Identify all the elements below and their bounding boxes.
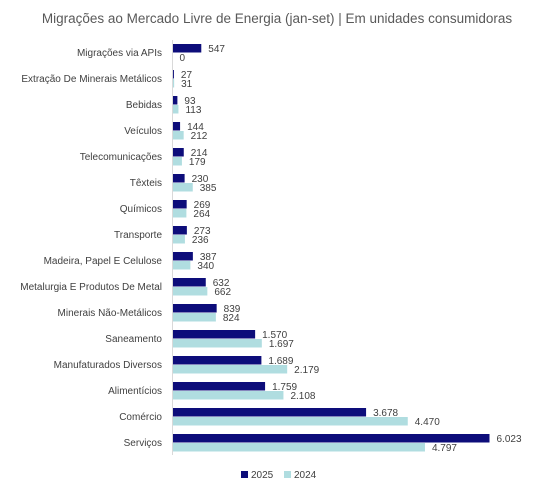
category-label: Serviços [124,438,162,449]
bar-2025 [172,174,185,183]
data-label: 6.023 [497,434,522,445]
bar-2024 [172,183,193,192]
bar-2024 [172,313,216,322]
data-label: 4.470 [415,417,440,428]
category-label: Migrações via APIs [77,48,162,59]
category-label: Minerais Não-Metálicos [58,308,162,319]
data-label: 27 [181,70,193,81]
bar-2024 [172,391,284,400]
bar-2025 [172,200,187,209]
category-label: Alimentícios [108,386,162,397]
data-label: 113 [185,105,201,116]
bar-2025 [172,330,256,339]
data-label: 824 [223,313,240,324]
category-label: Madeira, Papel E Celulose [44,256,163,267]
bar-2025 [172,382,266,391]
bar-2024 [172,79,175,88]
bar-2024 [172,157,182,166]
data-label: 179 [189,157,206,168]
data-label: 662 [214,287,231,298]
bar-2025 [172,356,262,365]
plot-area: Migrações via APIs 547 0 Extração De Minera… [20,44,522,454]
chart-title: Migrações ao Mercado Livre de Energia (j… [42,11,512,26]
legend-label: 2024 [294,470,317,481]
data-label: 839 [224,304,241,315]
bar-2025 [172,252,193,261]
data-label: 385 [200,183,217,194]
bar-2024 [172,339,262,348]
legend-swatch [241,471,248,478]
data-label: 632 [213,278,230,289]
data-label: 144 [187,122,204,133]
bar-2024 [172,365,288,374]
legend-swatch [284,471,291,478]
data-label: 387 [200,252,217,263]
data-label: 214 [191,148,208,159]
data-label: 230 [192,174,209,185]
data-label: 236 [192,235,209,246]
data-label: 0 [180,53,186,64]
bar-2024 [172,235,185,244]
data-label: 31 [181,79,193,90]
bar-2025 [172,278,206,287]
bar-2025 [172,148,184,157]
category-label: Metalurgia E Produtos De Metal [20,282,162,293]
data-label: 2.108 [290,391,315,402]
data-label: 1.759 [272,382,297,393]
data-label: 2.179 [294,365,319,376]
category-label: Bebidas [126,100,162,111]
category-label: Comércio [119,412,162,423]
bar-2024 [172,287,208,296]
category-label: Telecomunicações [80,152,162,163]
bar-2025 [172,96,178,105]
category-label: Extração De Minerais Metálicos [21,74,162,85]
data-label: 269 [194,200,211,211]
data-label: 93 [184,96,196,107]
bar-2024 [172,261,191,270]
bar-2025 [172,226,187,235]
bar-2025 [172,44,202,53]
data-label: 1.697 [269,339,294,350]
data-label: 264 [193,209,210,220]
category-label: Químicos [120,204,162,215]
data-label: 340 [197,261,214,272]
bar-2024 [172,417,408,426]
data-label: 212 [191,131,208,142]
category-label: Têxteis [130,178,162,189]
bar-2025 [172,434,490,443]
data-label: 273 [194,226,211,237]
data-label: 1.689 [268,356,293,367]
category-label: Transporte [114,230,162,241]
bar-2024 [172,105,179,114]
category-label: Saneamento [105,334,162,345]
bar-2025 [172,304,217,313]
category-label: Manufaturados Diversos [54,360,162,371]
bar-2024 [172,443,425,452]
bar-2025 [172,408,367,417]
bar-2024 [172,131,184,140]
bar-2025 [172,122,181,131]
data-label: 547 [208,44,225,55]
category-label: Veículos [124,126,162,137]
data-label: 1.570 [262,330,287,341]
bar-2024 [172,209,187,218]
data-label: 3.678 [373,408,398,419]
data-label: 4.797 [432,443,457,454]
legend-label: 2025 [251,470,274,481]
legend: 2025 2024 [241,470,317,481]
bar-2025 [172,70,174,79]
